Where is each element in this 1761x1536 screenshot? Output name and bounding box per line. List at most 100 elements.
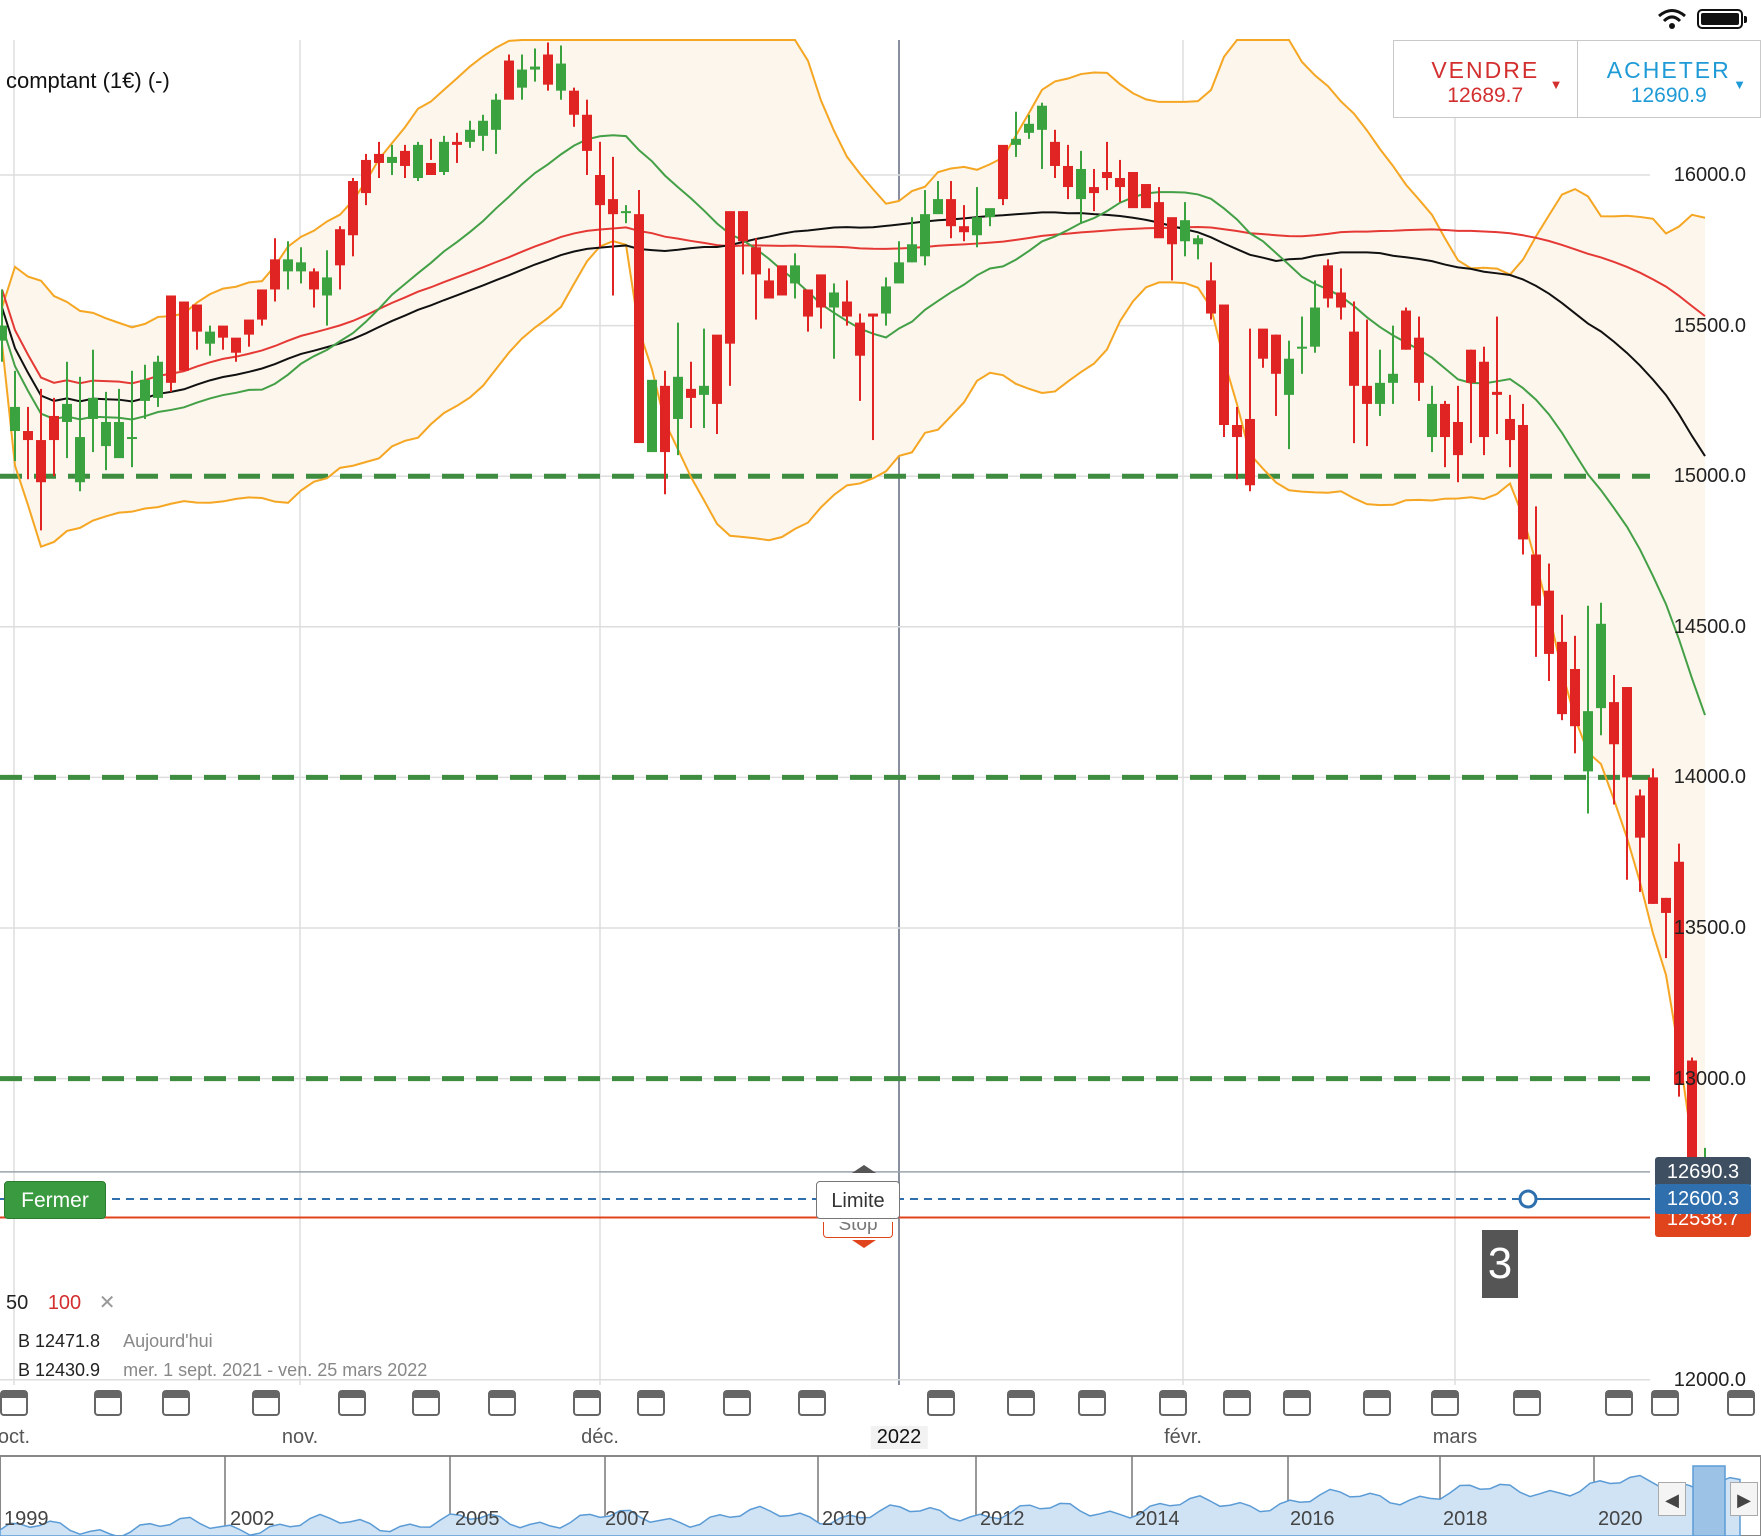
candle-body	[465, 129, 475, 142]
candle-body	[1089, 187, 1099, 194]
candle-body	[1622, 687, 1632, 778]
candle-body	[179, 301, 189, 371]
bollinger-upper	[1, 39, 1706, 329]
candle-body	[1531, 554, 1541, 606]
info-value: B 12430.9	[18, 1360, 101, 1380]
y-axis-tick-label: 14500.0	[1673, 615, 1746, 638]
candle-body	[114, 421, 124, 459]
calendar-icon-header	[574, 1391, 600, 1398]
year-label: 2002	[230, 1508, 275, 1530]
sell-button[interactable]: VENDRE 12689.7 ▼	[1394, 41, 1577, 117]
candle-body	[907, 244, 917, 263]
candle-body	[751, 247, 761, 275]
candle-body	[1609, 702, 1619, 745]
calendar-icon-header	[1224, 1391, 1250, 1398]
info-row-today: B 12471.8 Aujourd'hui	[18, 1331, 213, 1352]
chevron-right-icon[interactable]: ▶	[1730, 1482, 1758, 1516]
y-axis-tick-label: 15000.0	[1673, 465, 1746, 488]
date-label: mars	[1432, 1426, 1478, 1448]
candle-body	[49, 415, 59, 441]
candle-body	[881, 286, 891, 314]
sell-label: VENDRE	[1431, 57, 1540, 83]
candle-body	[855, 322, 865, 356]
candle-body	[62, 403, 72, 422]
candle-body	[1323, 265, 1333, 299]
ma100-line	[1, 225, 1706, 385]
candle-body	[530, 66, 540, 70]
calendar-icon-header	[724, 1391, 750, 1398]
year-label: 2005	[455, 1508, 500, 1530]
candle-body	[933, 199, 943, 215]
candle-body	[920, 214, 930, 257]
navigator-window-handle	[1692, 1465, 1726, 1536]
navigator-history-area	[0, 1474, 1741, 1536]
candle-body	[10, 406, 20, 432]
candle-body	[23, 431, 33, 441]
sell-triangle-icon: ▼	[1549, 77, 1563, 92]
candle-body	[1011, 138, 1021, 145]
bollinger-band-fill	[2, 40, 1705, 1213]
candle-body	[309, 271, 319, 290]
calendar-icon-header	[489, 1391, 515, 1398]
date-label: déc.	[581, 1426, 619, 1448]
candle-body	[1219, 304, 1229, 425]
calendar-icon-header	[1284, 1391, 1310, 1398]
calendar-icon-header	[1160, 1391, 1186, 1398]
date-label: févr.	[1164, 1426, 1202, 1448]
candle-body	[192, 304, 202, 332]
candle-body	[959, 226, 969, 233]
buy-button[interactable]: ACHETER 12690.9 ▼	[1576, 41, 1761, 117]
candle-body	[738, 211, 748, 242]
calendar-icon-header	[1652, 1391, 1678, 1398]
candle-body	[1661, 897, 1671, 913]
y-axis-tick-label: 15500.0	[1673, 314, 1746, 337]
candle-body	[803, 289, 813, 317]
candle-body	[1284, 358, 1294, 395]
candle-body	[205, 331, 215, 344]
candle-body	[75, 437, 85, 483]
close-icon[interactable]: ✕	[98, 1292, 116, 1314]
candle-body	[1258, 328, 1268, 359]
candle-body	[218, 325, 228, 338]
candle-body	[1635, 795, 1645, 838]
candle-body	[1024, 123, 1034, 133]
stop-handle[interactable]: Stop	[823, 1222, 893, 1238]
candle-body	[1076, 168, 1086, 200]
calendar-icon-header	[638, 1391, 664, 1398]
candle-body	[543, 54, 553, 85]
candle-body	[595, 175, 605, 206]
ma50-label[interactable]: 50	[6, 1292, 29, 1314]
candle-body	[1401, 310, 1411, 350]
candle-body	[634, 214, 644, 444]
y-axis-tick-label: 13500.0	[1673, 917, 1746, 939]
calendar-icon-header	[1079, 1391, 1105, 1398]
candle-body	[1375, 382, 1385, 404]
candle-body	[127, 437, 137, 440]
limit-handle[interactable]: Limite	[816, 1181, 900, 1219]
close-position-button[interactable]: Fermer	[4, 1181, 106, 1219]
battery-icon	[1697, 9, 1747, 29]
candle-body	[1362, 385, 1372, 404]
info-desc: mer. 1 sept. 2021 - ven. 25 mars 2022	[123, 1360, 428, 1380]
candle-body	[1128, 171, 1138, 209]
candle-body	[36, 440, 46, 483]
date-label: nov.	[281, 1426, 319, 1448]
info-value: B 12471.8	[18, 1331, 101, 1351]
candle-body	[699, 385, 709, 395]
candle-body	[88, 397, 98, 419]
buy-label: ACHETER	[1606, 57, 1731, 83]
candle-body	[1505, 418, 1515, 441]
candle-body	[1115, 178, 1125, 188]
candle-body	[491, 99, 501, 130]
candle-body	[1414, 337, 1424, 383]
candle-body	[673, 376, 683, 419]
chevron-left-icon[interactable]: ◀	[1658, 1482, 1686, 1516]
year-label: 1999	[4, 1508, 49, 1530]
calendar-icon-header	[928, 1391, 954, 1398]
year-label: 2014	[1135, 1508, 1180, 1530]
candle-body	[1154, 202, 1164, 239]
candle-body	[1674, 861, 1684, 1085]
candle-body	[426, 162, 436, 175]
ma100-label[interactable]: 100	[47, 1292, 82, 1314]
